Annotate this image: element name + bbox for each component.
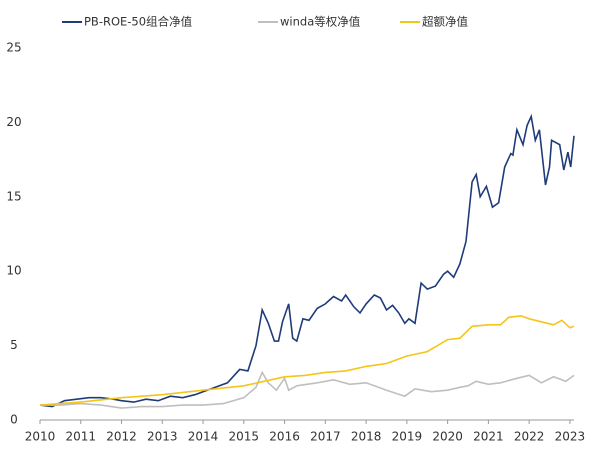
x-tick-label: 2010 [25,430,56,444]
x-tick-label: 2022 [514,430,545,444]
x-tick-label: 2014 [188,430,219,444]
x-tick-label: 2016 [269,430,300,444]
x-tick-label: 2020 [432,430,463,444]
legend-label: PB-ROE-50组合净值 [84,15,193,29]
y-tick-label: 25 [6,41,21,55]
y-tick-label: 5 [10,338,18,352]
x-tick-label: 2012 [106,430,137,444]
y-tick-label: 20 [6,115,21,129]
x-tick-label: 2018 [351,430,382,444]
series-line [40,370,575,409]
x-tick-label: 2011 [65,430,96,444]
x-tick-label: 2021 [473,430,504,444]
y-tick-label: 15 [6,189,21,203]
legend: PB-ROE-50组合净值 winda等权净值 超额净值 [62,15,468,29]
x-tick-label: 2013 [147,430,178,444]
series-line [39,314,575,406]
series-line [39,113,575,408]
x-tick-label: 2019 [392,430,423,444]
x-tick-label: 2023 [555,430,586,444]
x-tick-label: 2015 [229,430,260,444]
legend-label: winda等权净值 [280,15,361,29]
legend-label: 超额净值 [422,15,468,29]
y-tick-label: 10 [6,264,21,278]
y-tick-label: 0 [10,413,18,427]
x-tick-label: 2017 [310,430,341,444]
